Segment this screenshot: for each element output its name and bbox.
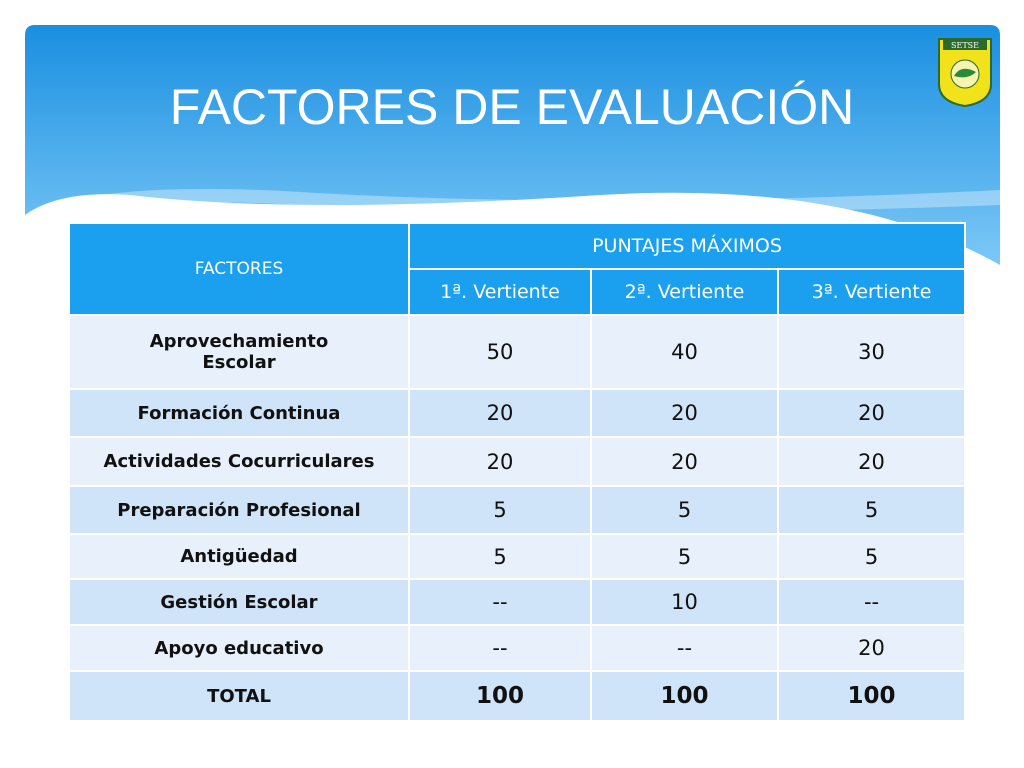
value-cell: -- bbox=[408, 578, 592, 626]
factor-cell: Apoyo educativo bbox=[68, 624, 410, 672]
value-cell: 5 bbox=[776, 485, 967, 535]
value-cell: 5 bbox=[776, 533, 967, 580]
table-row: Formación Continua 20 20 20 bbox=[68, 388, 967, 438]
header-cell: FACTORES bbox=[68, 222, 410, 316]
value-cell: 20 bbox=[590, 388, 779, 438]
table-row: Gestión Escolar -- 10 -- bbox=[68, 578, 967, 626]
value-cell: 20 bbox=[408, 436, 592, 487]
logo-text: SETSE bbox=[951, 41, 979, 50]
value-cell: 20 bbox=[590, 436, 779, 487]
table-row: Aprovechamiento Escolar 50 40 30 bbox=[68, 314, 967, 390]
table-row: Preparación Profesional 5 5 5 bbox=[68, 485, 967, 535]
value-cell: 100 bbox=[408, 670, 592, 722]
value-cell: 10 bbox=[590, 578, 779, 626]
value-cell: -- bbox=[776, 578, 967, 626]
header-cell: 3ª. Vertiente bbox=[776, 268, 967, 316]
slide-title: FACTORES DE EVALUACIÓN bbox=[169, 79, 855, 135]
factor-cell: Preparación Profesional bbox=[68, 485, 410, 535]
value-cell: 30 bbox=[776, 314, 967, 390]
value-cell: 50 bbox=[408, 314, 592, 390]
value-cell: 5 bbox=[590, 533, 779, 580]
value-cell: 20 bbox=[776, 436, 967, 487]
table-row: Actividades Cocurriculares 20 20 20 bbox=[68, 436, 967, 487]
table-row: Apoyo educativo -- -- 20 bbox=[68, 624, 967, 672]
value-cell: 100 bbox=[590, 670, 779, 722]
table-row: Antigüedad 5 5 5 bbox=[68, 533, 967, 580]
value-cell: -- bbox=[408, 624, 592, 672]
logo: SETSE bbox=[938, 38, 992, 108]
header-cell: 1ª. Vertiente bbox=[408, 268, 592, 316]
header-cell: PUNTAJES MÁXIMOS bbox=[407, 222, 967, 270]
factor-cell: Gestión Escolar bbox=[68, 578, 410, 626]
value-cell: 20 bbox=[776, 624, 967, 672]
factor-cell: Antigüedad bbox=[68, 533, 410, 580]
factor-cell: TOTAL bbox=[68, 670, 410, 722]
score-table: FACTORES PUNTAJES MÁXIMOS 1ª. Vertiente 2ª.… bbox=[68, 222, 967, 722]
factor-cell: Aprovechamiento Escolar bbox=[68, 314, 410, 390]
value-cell: 5 bbox=[590, 485, 779, 535]
header-row: FACTORES PUNTAJES MÁXIMOS bbox=[68, 222, 967, 316]
banner bbox=[25, 25, 1000, 265]
header-cell: 2ª. Vertiente bbox=[590, 268, 779, 316]
header-row: 1ª. Vertiente 2ª. Vertiente 3ª. Vertiente bbox=[69, 268, 967, 316]
value-cell: 5 bbox=[408, 485, 592, 535]
value-cell: 40 bbox=[590, 314, 779, 390]
factor-cell: Formación Continua bbox=[68, 388, 410, 438]
factor-cell: Actividades Cocurriculares bbox=[68, 436, 410, 487]
value-cell: 20 bbox=[776, 388, 967, 438]
value-cell: 5 bbox=[408, 533, 592, 580]
value-cell: 100 bbox=[776, 670, 967, 722]
table-row: TOTAL 100 100 100 bbox=[68, 670, 967, 722]
value-cell: 20 bbox=[408, 388, 592, 438]
value-cell: -- bbox=[590, 624, 779, 672]
